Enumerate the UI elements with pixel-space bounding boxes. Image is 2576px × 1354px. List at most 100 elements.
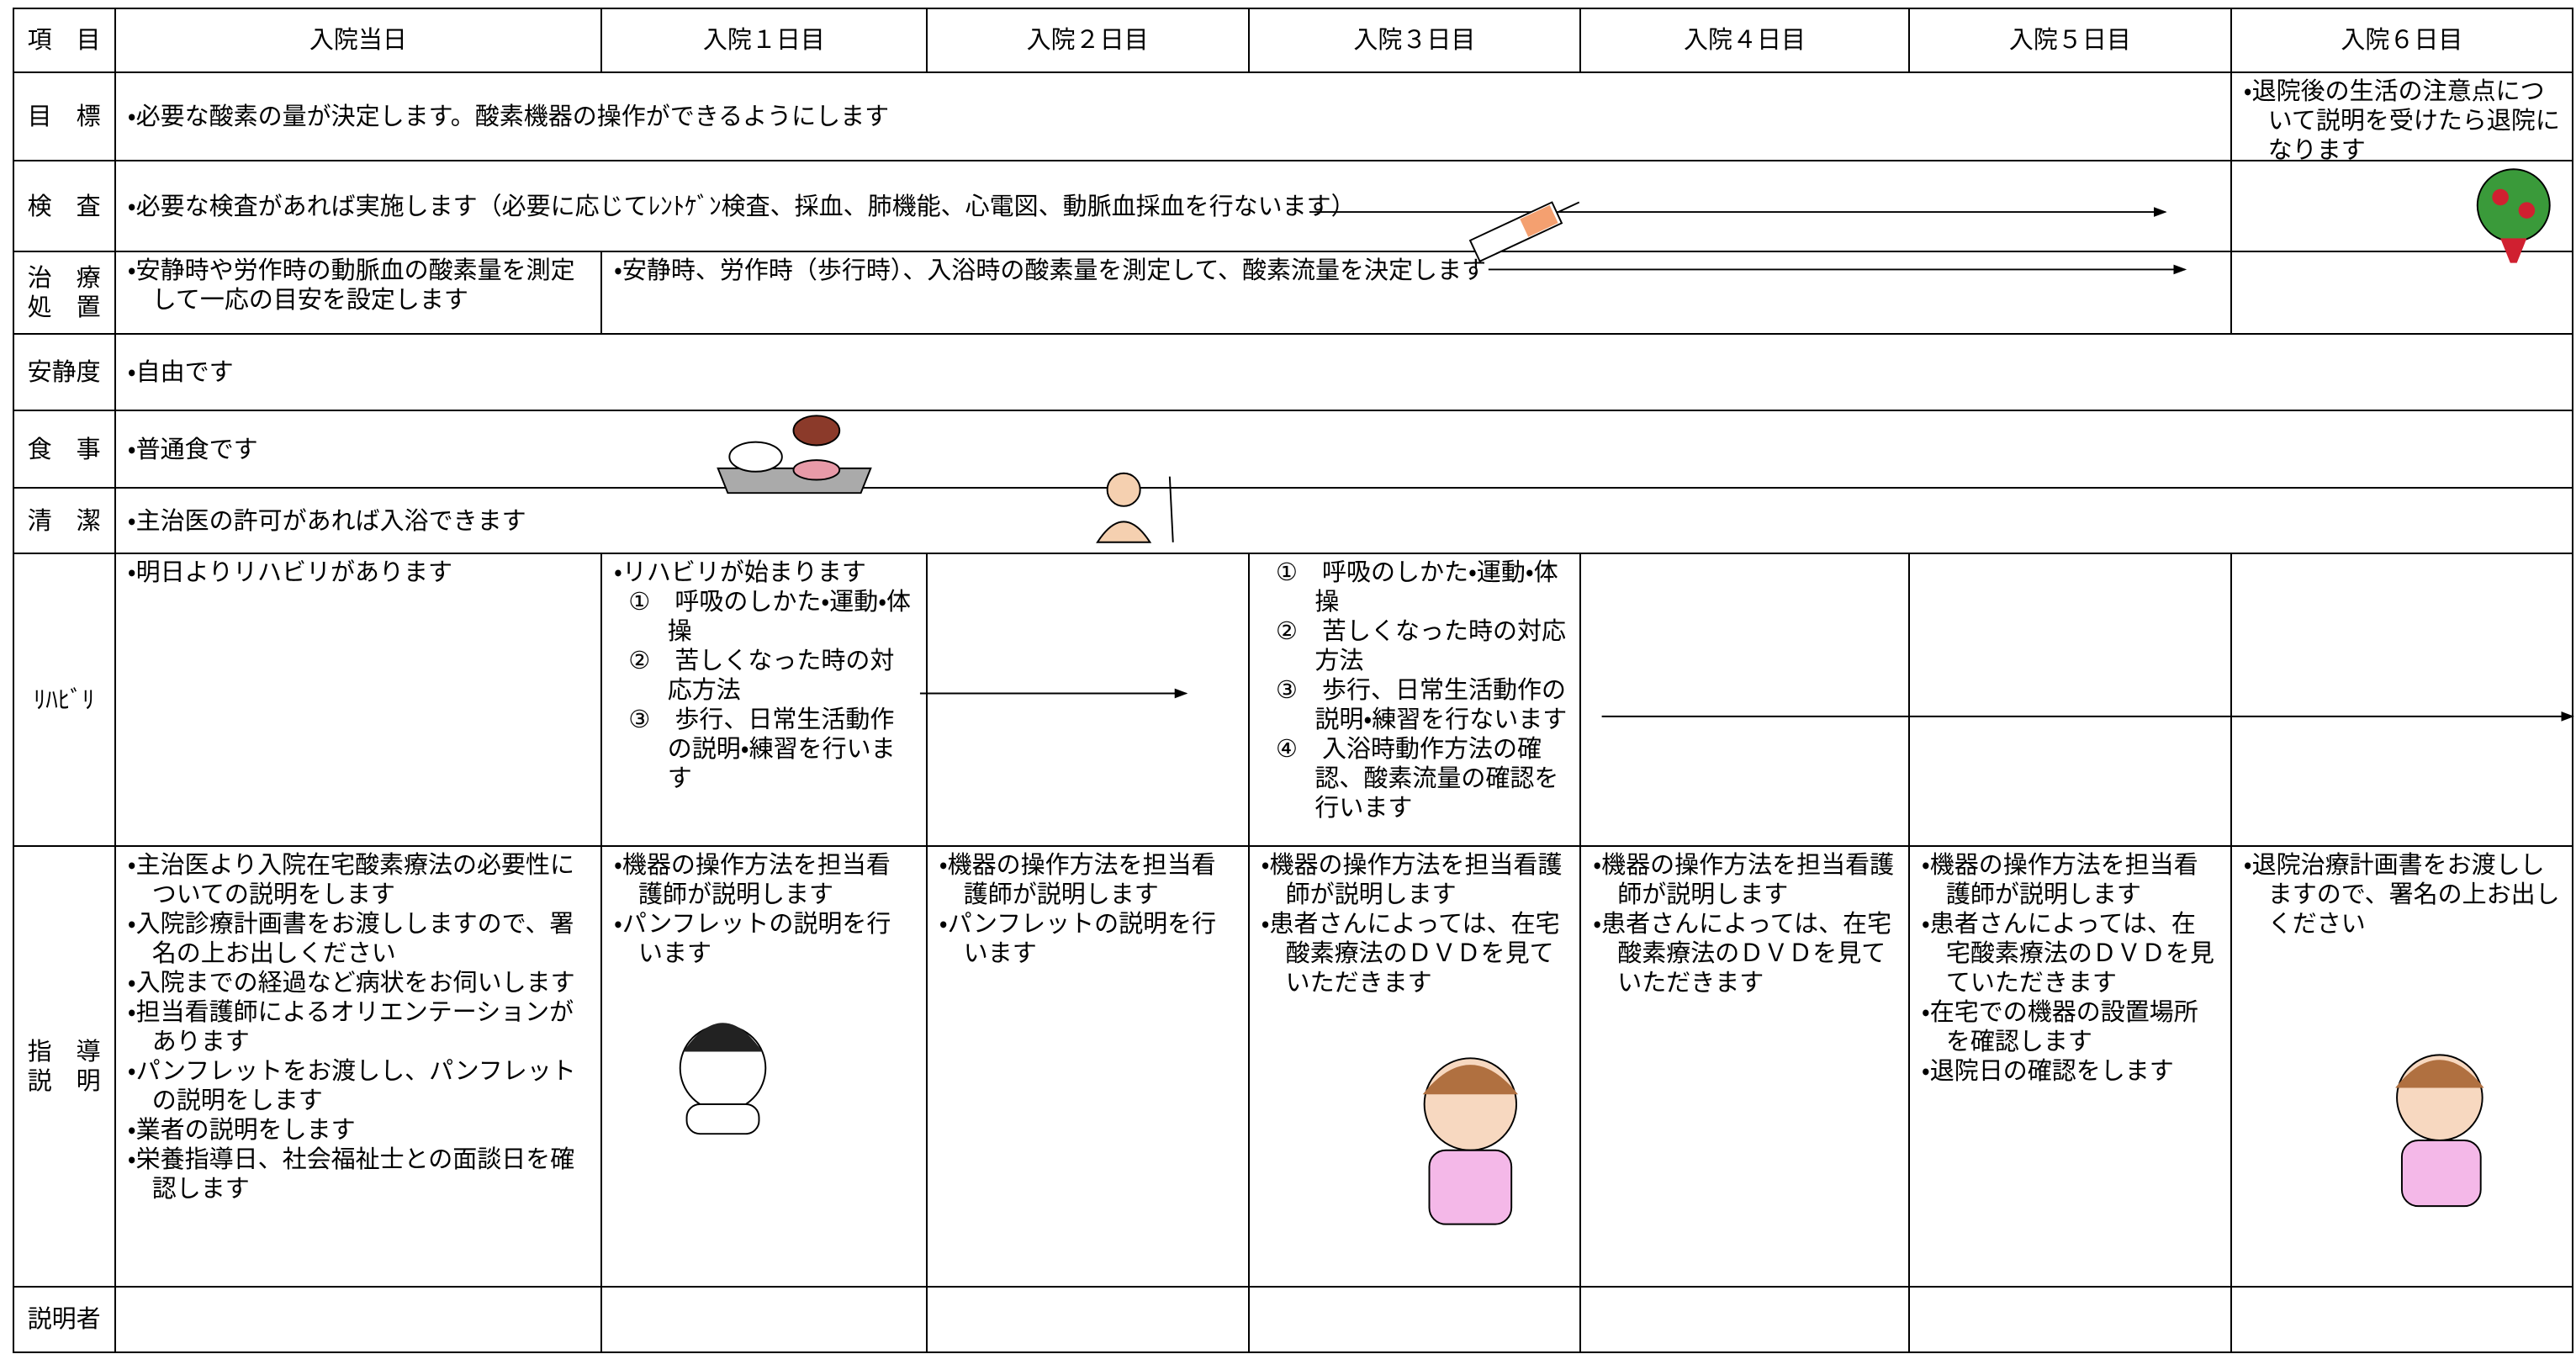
table-cell: ・主治医より入院在宅酸素療法の必要性についての説明をします ・入院診療計画書をお渡…: [114, 845, 602, 1288]
cell-text: 項 目: [27, 25, 101, 55]
cell-text: ・担当看護師によるオリエンテーションがあります: [127, 997, 574, 1056]
row-label: ﾘﾊﾋﾞﾘ: [12, 553, 116, 847]
cell-text: 説 明: [27, 1066, 101, 1095]
cell-text: 治 療: [27, 262, 101, 292]
cell-text: ・退院日の確認をします: [1921, 1056, 2174, 1086]
table-cell: ・普通食です: [114, 410, 2574, 489]
cell-text: ・明日よりリハビリがあります: [127, 558, 453, 587]
cell-text: ・入院までの経過など病状をお伺いします: [127, 968, 575, 997]
table-cell: ・安静時、労作時（歩行時）、入浴時の酸素量を測定して、酸素流量を決定します: [600, 250, 2232, 335]
cell-text: ﾘﾊﾋﾞﾘ: [33, 685, 95, 714]
cell-text: ・機器の操作方法を担当看護師が説明します: [939, 850, 1216, 909]
header-cell: 入院５日目: [1907, 7, 2232, 73]
cell-text: 入院１日目: [702, 25, 825, 55]
cell-text: ・退院治療計画書をお渡ししますので、署名の上お出しください: [2243, 850, 2560, 939]
cell-text: 入院６日目: [2341, 25, 2463, 55]
empty-cell: [114, 1285, 602, 1353]
empty-cell: [1907, 1285, 2232, 1353]
cell-text: ・患者さんによっては、在宅酸素療法のＤＶＤを見ていただきます: [1921, 909, 2214, 997]
row-label: 治 療処 置: [12, 250, 116, 335]
cell-text: 入院２日目: [1026, 25, 1149, 55]
cell-text: ・普通食です: [127, 434, 258, 463]
empty-cell: [2230, 160, 2574, 252]
cell-text: 目 標: [27, 102, 101, 131]
table-cell: ・主治医の許可があれば入浴できます: [114, 487, 2574, 555]
cell-text: ④ 入浴時動作方法の確認、酸素流量の確認を行います: [1276, 734, 1559, 822]
cell-text: ・機器の操作方法を担当看護師が説明します: [1593, 850, 1895, 909]
empty-cell: [1579, 1285, 1910, 1353]
header-cell: 入院３日目: [1247, 7, 1582, 73]
cell-text: 入院当日: [309, 25, 407, 55]
row-label: 食 事: [12, 410, 116, 489]
cell-text: 処 置: [27, 292, 101, 321]
table-cell: ・機器の操作方法を担当看護師が説明します ・患者さんによっては、在宅酸素療法のＤＶ…: [1247, 845, 1582, 1288]
cell-text: ② 苦しくなった時の対応方法: [628, 646, 895, 705]
cell-text: ・必要な検査があれば実施します（必要に応じてﾚﾝﾄｹﾞﾝ検査、採血、肺機能、心電…: [127, 191, 1356, 220]
header-cell: 入院６日目: [2230, 7, 2574, 73]
cell-text: 食 事: [27, 434, 101, 463]
table-cell: ・機器の操作方法を担当看護師が説明します ・パンフレットの説明を行います: [925, 845, 1250, 1288]
cell-text: 検 査: [27, 191, 101, 220]
cell-text: ・安静時や労作時の動脈血の酸素量を測定して一応の目安を設定します: [127, 255, 575, 314]
cell-text: ③ 歩行、日常生活動作の説明・練習を行います: [628, 705, 896, 793]
cell-text: ③ 歩行、日常生活動作の説明・練習を行ないます: [1276, 675, 1568, 734]
empty-cell: [2230, 250, 2574, 335]
cell-text: 説明者: [27, 1304, 101, 1334]
cell-text: ・機器の操作方法を担当看護師が説明します: [1261, 850, 1563, 909]
cell-text: 入院５日目: [2008, 25, 2131, 55]
cell-text: ・業者の説明をします: [127, 1115, 356, 1145]
cell-text: ・主治医より入院在宅酸素療法の必要性についての説明をします: [127, 850, 575, 909]
empty-cell: [925, 553, 1250, 847]
table-cell: ・必要な検査があれば実施します（必要に応じてﾚﾝﾄｹﾞﾝ検査、採血、肺機能、心電…: [114, 160, 2232, 252]
cell-text: 安静度: [27, 357, 101, 386]
row-label: 安静度: [12, 332, 116, 412]
cell-text: ・リハビリが始まります: [613, 558, 866, 587]
table-cell: ・機器の操作方法を担当看護師が説明します ・患者さんによっては、在宅酸素療法のＤＶ…: [1907, 845, 2232, 1288]
cell-text: ・退院後の生活の注意点について説明を受けたら退院になります: [2243, 76, 2560, 164]
header-cell: 入院１日目: [600, 7, 928, 73]
table-cell: ・リハビリが始まります ① 呼吸のしかた・運動・体操 ② 苦しくなった時の対応方法 ③…: [600, 553, 928, 847]
cell-text: 入院３日目: [1353, 25, 1476, 55]
empty-cell: [1907, 553, 2232, 847]
cell-text: ・在宅での機器の設置場所を確認します: [1921, 997, 2198, 1056]
table-cell: ・退院後の生活の注意点について説明を受けたら退院になります: [2230, 71, 2574, 164]
table-cell: ① 呼吸のしかた・運動・体操 ② 苦しくなった時の対応方法 ③ 歩行、日常生活動作の…: [1247, 553, 1582, 847]
row-label: 説明者: [12, 1285, 116, 1353]
table-cell: ・安静時や労作時の動脈血の酸素量を測定して一応の目安を設定します: [114, 250, 602, 335]
table-cell: ・機器の操作方法を担当看護師が説明します ・患者さんによっては、在宅酸素療法のＤＶ…: [1579, 845, 1910, 1288]
header-cell: 入院４日目: [1579, 7, 1910, 73]
cell-text: ・患者さんによっては、在宅酸素療法のＤＶＤを見ていただきます: [1261, 909, 1560, 997]
row-label: 検 査: [12, 160, 116, 252]
cell-text: ① 呼吸のしかた・運動・体操: [628, 587, 912, 646]
cell-text: ・入院診療計画書をお渡ししますので、署名の上お出しください: [127, 909, 574, 968]
header-cell: 入院当日: [114, 7, 602, 73]
cell-text: ・主治医の許可があれば入浴できます: [127, 505, 526, 535]
row-label: 清 潔: [12, 487, 116, 555]
empty-cell: [600, 1285, 928, 1353]
cell-text: ・必要な酸素の量が決定します。酸素機器の操作ができるようにします: [127, 102, 890, 131]
cell-text: ・栄養指導日、社会福祉士との面談日を確認します: [127, 1145, 575, 1203]
table-cell: ・機器の操作方法を担当看護師が説明します ・パンフレットの説明を行います: [600, 845, 928, 1288]
cell-text: ・機器の操作方法を担当看護師が説明します: [1921, 850, 2198, 909]
table-cell: ・必要な酸素の量が決定します。酸素機器の操作ができるようにします: [114, 71, 2232, 162]
cell-text: 清 潔: [27, 505, 101, 535]
cell-text: ・患者さんによっては、在宅酸素療法のＤＶＤを見ていただきます: [1593, 909, 1892, 997]
cell-text: 入院４日目: [1684, 25, 1806, 55]
cell-text: ② 苦しくなった時の対応方法: [1276, 616, 1566, 675]
cell-text: ① 呼吸のしかた・運動・体操: [1276, 558, 1558, 616]
header-cell: 項 目: [12, 7, 116, 73]
cell-text: ・安静時、労作時（歩行時）、入浴時の酸素量を測定して、酸素流量を決定します: [613, 255, 1486, 284]
empty-cell: [925, 1285, 1250, 1353]
table-cell: ・自由です: [114, 332, 2574, 412]
cell-text: 指 導: [27, 1036, 101, 1066]
empty-cell: [2230, 1285, 2574, 1353]
cell-text: ・パンフレットの説明を行います: [939, 909, 1217, 968]
table-cell: ・退院治療計画書をお渡ししますので、署名の上お出しください: [2230, 845, 2574, 1288]
empty-cell: [1579, 553, 1910, 847]
empty-cell: [1247, 1285, 1582, 1353]
row-label: 目 標: [12, 71, 116, 162]
empty-cell: [2230, 553, 2574, 847]
cell-text: ・機器の操作方法を担当看護師が説明します: [613, 850, 891, 909]
header-cell: 入院２日目: [925, 7, 1250, 73]
cell-text: ・自由です: [127, 357, 234, 386]
